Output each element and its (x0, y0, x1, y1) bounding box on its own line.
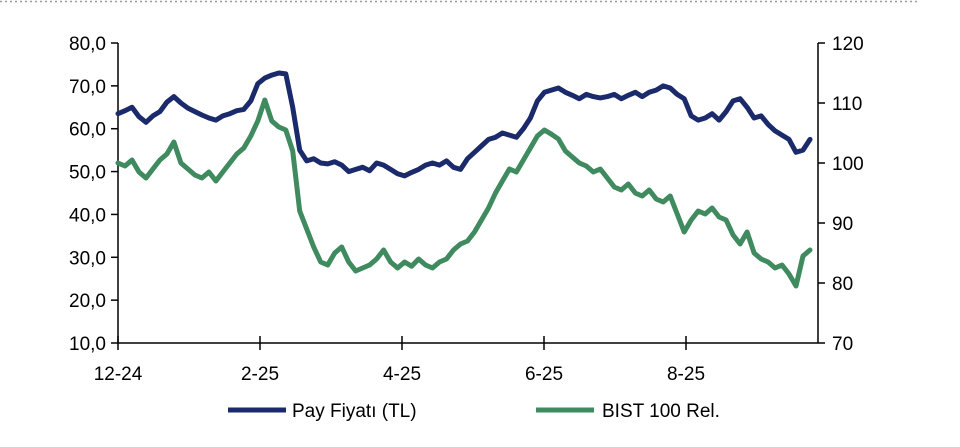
series-line-pay-fiyati (115, 70, 813, 179)
x-tick-label: 8-25 (667, 364, 705, 385)
y-left-tick-label: 10,0 (69, 334, 106, 355)
legend-label-bist100-rel: BIST 100 Rel. (602, 401, 720, 422)
axes: 10,0 20,0 30,0 40,0 50,0 60,0 70,0 80,0 70 80 90 10… (69, 34, 864, 385)
y-right-tick-label: 110 (832, 94, 862, 115)
y-left-tick-label: 20,0 (69, 291, 106, 312)
y-left-tick-label: 80,0 (69, 34, 106, 55)
legend-label-pay-fiyati: Pay Fiyatı (TL) (292, 401, 417, 422)
y-right-tick-label: 120 (832, 34, 864, 55)
y-left-tick-label: 70,0 (69, 77, 106, 98)
y-right-tick-label: 70 (832, 334, 853, 355)
series-layer (115, 70, 813, 289)
x-tick-label: 2-25 (241, 364, 279, 385)
x-tick-label: 4-25 (383, 364, 421, 385)
y-right-tick-label: 100 (832, 154, 864, 175)
y-right-tick-label: 90 (832, 214, 853, 235)
y-right-tick-label: 80 (832, 274, 853, 295)
y-left-tick-label: 30,0 (69, 248, 106, 269)
legend: Pay Fiyatı (TL) BIST 100 Rel. (228, 401, 720, 422)
y-left-tick-label: 60,0 (69, 120, 106, 141)
series-line-bist100-rel (115, 97, 813, 289)
x-tick-label: 6-25 (525, 364, 563, 385)
y-left-tick-label: 40,0 (69, 205, 106, 226)
x-tick-label: 12-24 (94, 364, 143, 385)
y-left-tick-label: 50,0 (69, 163, 106, 184)
